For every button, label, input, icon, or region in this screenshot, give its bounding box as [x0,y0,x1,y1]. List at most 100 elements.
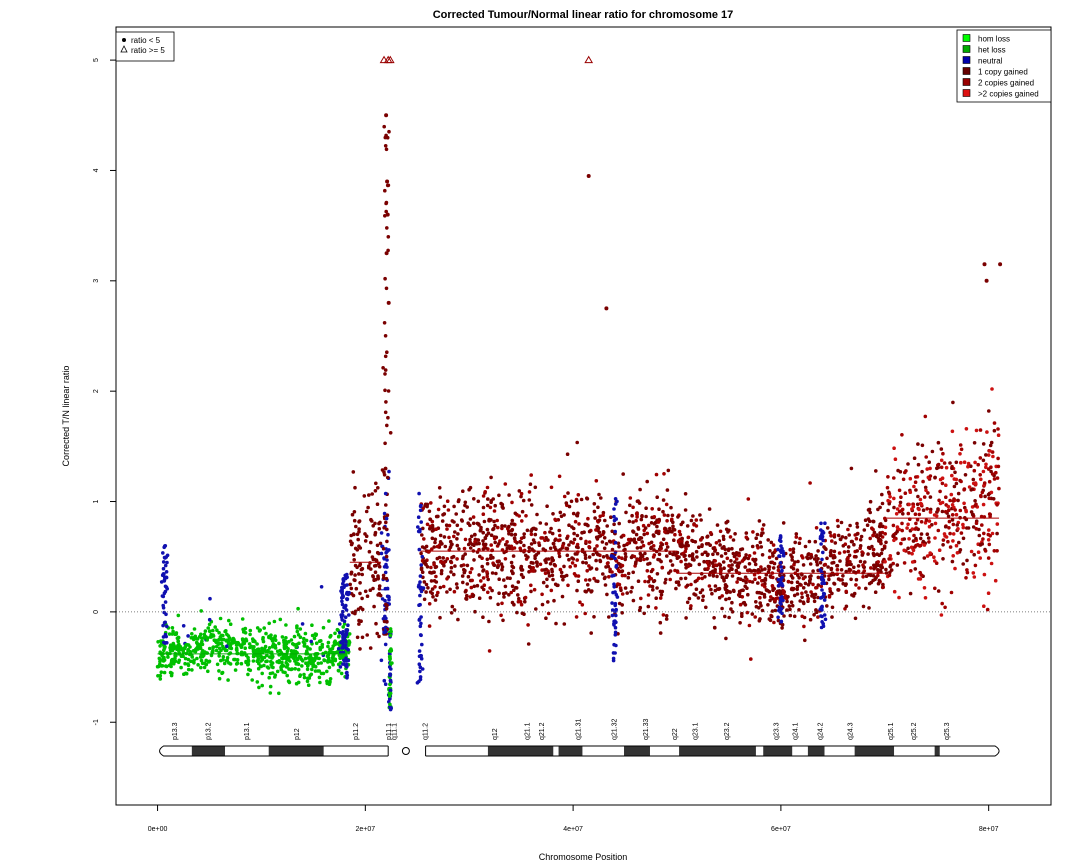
data-point [176,635,181,640]
data-point [662,513,667,517]
data-point [428,526,432,531]
data-point [526,555,530,559]
data-point [734,568,739,573]
data-point [835,567,840,572]
data-point [980,490,985,495]
data-point [501,537,505,541]
data-point [427,509,432,514]
data-point [836,588,840,592]
data-point [345,597,350,601]
data-point [281,656,285,661]
data-point [452,534,456,539]
data-point [887,491,892,496]
data-point [668,551,672,555]
data-point [158,677,163,681]
data-point [939,458,944,463]
legend-swatch [962,56,971,64]
data-point [255,654,259,658]
data-point [531,569,535,573]
data-point [360,572,365,577]
data-point [487,649,492,653]
data-point [690,528,695,533]
data-point [371,586,375,591]
data-point [389,648,394,653]
data-point [686,535,691,540]
data-point [792,593,797,598]
data-point [965,558,969,563]
data-point [662,472,666,476]
data-point [338,654,343,658]
data-point [385,539,389,544]
data-point [305,645,309,649]
data-point [475,583,480,588]
data-point [823,546,827,551]
data-point [790,558,794,562]
data-point [321,625,326,630]
data-point [776,618,781,623]
data-point [776,578,781,582]
data-point [549,588,554,593]
data-point [385,558,389,562]
data-point [808,617,813,622]
data-point [182,646,187,651]
data-point [551,577,555,582]
data-point [738,594,742,598]
data-point [540,592,544,597]
data-point [660,565,665,570]
data-point [333,658,338,663]
data-point [793,560,797,564]
data-point [510,500,514,505]
data-point [583,553,588,557]
data-point [162,670,167,675]
data-point [388,661,393,665]
ideogram-band [894,746,935,756]
data-point [649,569,654,574]
data-point [861,563,865,567]
data-point [712,625,717,630]
data-point [383,441,387,446]
data-point [812,613,816,617]
data-point [173,659,178,663]
data-point [982,531,986,536]
data-point [816,549,820,553]
data-point [386,300,391,305]
data-point [903,470,907,475]
data-point [973,504,977,508]
data-point [346,647,351,652]
data-point [302,636,306,641]
data-point [556,538,561,543]
data-point [199,658,204,663]
data-point [595,524,599,529]
data-point [468,546,473,550]
data-point [910,507,914,511]
data-point [570,561,575,565]
data-point [816,615,820,619]
data-point [978,556,982,560]
data-point [610,529,614,534]
data-point [969,510,974,514]
data-point [427,550,431,554]
data-point [477,596,482,600]
data-point [918,543,923,548]
data-point [592,576,596,581]
data-point [383,144,388,148]
data-point [724,575,728,579]
data-point [908,476,913,481]
data-point [507,524,511,529]
data-point [910,527,915,531]
data-point [282,643,287,648]
data-point [658,589,663,594]
data-point [174,631,179,635]
data-point [981,469,986,474]
data-point [505,576,510,580]
data-point [515,610,519,615]
data-point [794,535,799,539]
data-point [683,492,688,496]
data-point [780,583,785,588]
data-point [192,627,197,631]
data-point [430,547,434,551]
data-point [921,539,926,544]
data-point [513,532,518,537]
data-point [344,656,348,660]
